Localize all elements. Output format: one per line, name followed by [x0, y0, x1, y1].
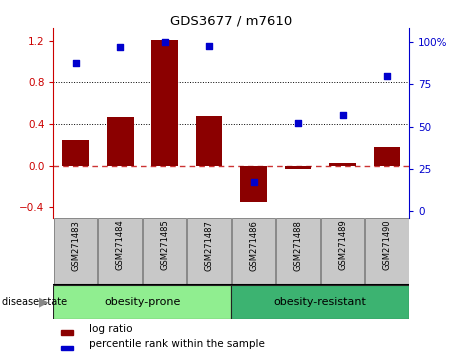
Point — [294, 120, 302, 126]
Point — [339, 112, 346, 118]
FancyBboxPatch shape — [143, 218, 186, 284]
Point — [116, 45, 124, 50]
FancyBboxPatch shape — [187, 218, 231, 284]
Bar — [329, 162, 356, 166]
Point — [250, 179, 257, 185]
Text: obesity-prone: obesity-prone — [104, 297, 180, 307]
Bar — [60, 346, 73, 350]
Text: GSM271485: GSM271485 — [160, 220, 169, 270]
Point — [161, 40, 168, 45]
Text: GSM271489: GSM271489 — [338, 220, 347, 270]
Text: GSM271484: GSM271484 — [116, 220, 125, 270]
Bar — [285, 166, 312, 169]
FancyBboxPatch shape — [53, 285, 232, 319]
Text: percentile rank within the sample: percentile rank within the sample — [89, 339, 265, 349]
Bar — [196, 116, 222, 166]
Point — [72, 60, 80, 65]
Bar — [107, 117, 133, 166]
FancyBboxPatch shape — [54, 218, 98, 284]
Bar — [240, 166, 267, 202]
Bar — [62, 140, 89, 166]
Text: ▶: ▶ — [40, 295, 49, 308]
Text: GSM271487: GSM271487 — [205, 220, 213, 270]
Text: GSM271483: GSM271483 — [71, 220, 80, 270]
Bar — [373, 147, 400, 166]
Text: GSM271488: GSM271488 — [293, 220, 303, 270]
FancyBboxPatch shape — [321, 218, 364, 284]
Text: GSM271490: GSM271490 — [383, 220, 392, 270]
Bar — [60, 330, 73, 335]
Text: disease state: disease state — [2, 297, 67, 307]
Title: GDS3677 / m7610: GDS3677 / m7610 — [170, 14, 292, 27]
Bar — [151, 40, 178, 166]
Text: GSM271486: GSM271486 — [249, 220, 258, 270]
FancyBboxPatch shape — [365, 218, 409, 284]
Point — [206, 43, 213, 48]
FancyBboxPatch shape — [99, 218, 142, 284]
FancyBboxPatch shape — [276, 218, 320, 284]
Text: obesity-resistant: obesity-resistant — [274, 297, 367, 307]
Point — [383, 73, 391, 79]
FancyBboxPatch shape — [232, 285, 409, 319]
FancyBboxPatch shape — [232, 218, 275, 284]
Text: log ratio: log ratio — [89, 324, 133, 333]
